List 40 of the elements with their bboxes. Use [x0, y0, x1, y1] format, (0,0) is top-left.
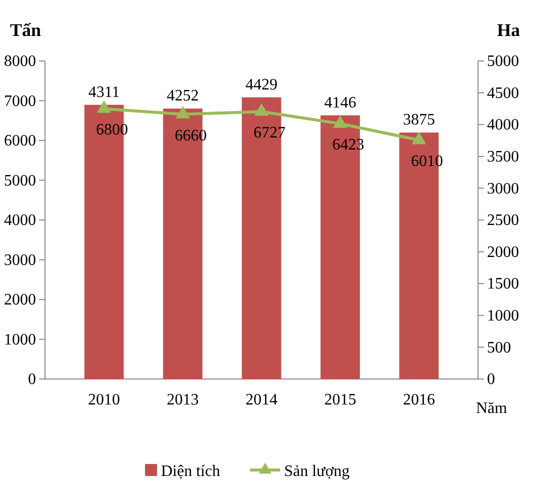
y-tick-label: 5000	[4, 172, 36, 190]
y-tick-label: 1000	[4, 331, 36, 348]
data-label: 4429	[246, 76, 278, 94]
y2-tick-label: 3000	[487, 180, 519, 198]
x-tick-label: 2013	[166, 391, 199, 408]
y2-tick-label: 1500	[487, 276, 519, 293]
x-tick-label: 2010	[88, 391, 120, 408]
y2-tick-label: 3500	[487, 148, 519, 166]
y-tick-label: 2000	[4, 292, 36, 309]
y-tick-label: 4000	[4, 212, 36, 230]
point	[254, 103, 269, 116]
y-tick-label: 0	[28, 371, 36, 388]
data-label: 3875	[402, 112, 435, 129]
y2-tick-label: 4500	[487, 84, 519, 102]
y2-axis-title: Ha	[497, 20, 520, 40]
legend-label: Sản lượng	[284, 463, 350, 480]
point	[176, 106, 190, 118]
y2-tick-label: 0	[487, 371, 495, 388]
data-label: 4146	[324, 94, 356, 112]
y-tick-label: 3000	[4, 252, 36, 269]
y2-tick-label: 500	[487, 339, 511, 356]
x-tick-label: 2014	[246, 391, 278, 408]
y2-tick-label: 1000	[487, 308, 519, 325]
y2-tick-label: 4000	[487, 116, 519, 134]
y2-tick-label: 5000	[487, 53, 519, 70]
x-tick-label: 2015	[324, 391, 356, 408]
y-axis-title: Tấn	[10, 20, 42, 40]
legend-label: Diện tích	[161, 463, 220, 480]
data-label: 4252	[166, 88, 199, 105]
point	[333, 115, 348, 128]
y2-tick-label: 2500	[487, 212, 519, 230]
data-label: 4311	[88, 84, 120, 101]
y-tick-label: 6000	[4, 132, 36, 150]
x-axis-title: Năm	[476, 400, 508, 417]
y-tick-label: 8000	[4, 53, 36, 70]
point	[96, 100, 112, 113]
x-tick-label: 2016	[402, 391, 435, 408]
y2-tick-label: 2000	[487, 244, 519, 261]
point	[412, 132, 426, 144]
y-tick-label: 7000	[4, 92, 36, 110]
